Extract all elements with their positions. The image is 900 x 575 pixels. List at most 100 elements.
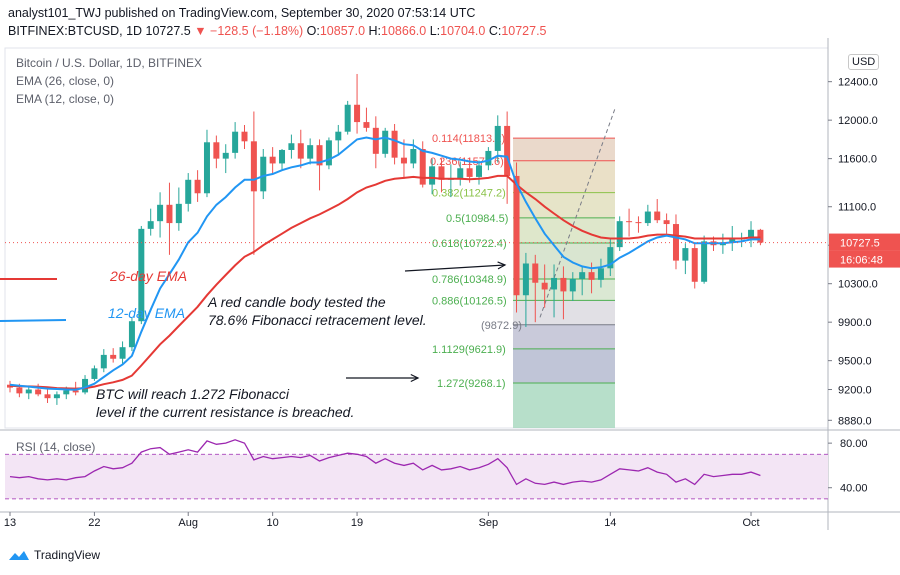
candle-body [504, 125, 511, 176]
fib-level-label: 0.618(10722.4) [432, 238, 507, 250]
fib-level-label: 0.382(11247.2) [432, 188, 506, 200]
price-tick-label: 9500.0 [838, 356, 872, 368]
time-tick-label: 22 [88, 517, 100, 529]
ema12-annotation: 12-day EMA [108, 305, 185, 321]
candle-body [354, 104, 361, 123]
candle-body [682, 248, 689, 261]
price-tick-label: 8880.0 [838, 415, 872, 427]
low-label: L: [429, 24, 441, 38]
candle-body [485, 150, 492, 166]
candle-body [325, 140, 332, 166]
price-tick-label: 12400.0 [838, 77, 878, 89]
open-label: O: [306, 24, 320, 38]
candle-body [25, 389, 32, 394]
rsi-tick-label: 80.00 [840, 438, 868, 450]
ema26-legend: EMA (26, close, 0) [16, 74, 115, 88]
high-value: 10866.0 [381, 24, 427, 38]
annotations: 26-day EMA 12-day EMA A red candle body te… [96, 261, 507, 420]
candle-body [82, 378, 89, 393]
candle-body [53, 394, 60, 399]
candle-body [250, 141, 257, 192]
candle-body [307, 145, 314, 159]
ema26-annotation: 26-day EMA [109, 268, 187, 284]
chart-title: Bitcoin / U.S. Dollar, 1D, BITFINEX [16, 56, 203, 70]
candle-body [119, 347, 126, 359]
price-tick-label: 11600.0 [838, 154, 877, 166]
candle-body [316, 145, 323, 166]
note1-arrow-head [497, 261, 507, 270]
candle-body [147, 221, 154, 229]
axes: 8880.09200.09500.09900.010300.010700.011… [4, 77, 900, 529]
candle-body [232, 131, 239, 153]
time-tick-label: Oct [742, 517, 759, 529]
fib-zone-band [513, 138, 615, 161]
candle-body [672, 224, 679, 261]
open-value: 10857.0 [319, 24, 366, 38]
candle-body [279, 149, 286, 164]
fib-level-label: 0.886(10126.5) [432, 295, 507, 307]
candle-body [429, 166, 436, 185]
fib-zone-band [513, 348, 615, 383]
candles [7, 73, 764, 405]
tradingview-logo-text: TradingView [34, 548, 101, 562]
fib-zone-band [513, 217, 615, 244]
low-value: 10704.0 [440, 24, 486, 38]
candle-body [157, 204, 164, 222]
candle-body [110, 354, 117, 359]
candle-body [626, 221, 633, 223]
close-value: 10727.5 [501, 24, 547, 38]
ema12-legend-segment [0, 319, 67, 322]
ema26-line [9, 174, 761, 390]
candle-body [400, 157, 407, 164]
fib-level-label: (9872.9) [481, 320, 522, 332]
close-label: C: [488, 24, 502, 38]
note2-line1: BTC will reach 1.272 Fibonacci [96, 386, 290, 402]
fib-level-label: 1.1129(9621.9) [432, 344, 506, 356]
fib-zone-band [513, 300, 615, 325]
candle-body [644, 211, 651, 224]
candle-body [372, 127, 379, 154]
candle-body [560, 277, 567, 292]
symbol-label: BITFINEX:BTCUSD, 1D [8, 24, 143, 38]
fib-level-label: 0.5(10984.5) [446, 213, 508, 225]
candle-body [494, 125, 501, 151]
candle-body [691, 248, 698, 282]
candle-body [100, 354, 107, 369]
candle-body [194, 179, 201, 194]
candle-body [522, 263, 529, 296]
candle-body [382, 130, 389, 154]
fibonacci-zone: 0.114(11813.2)0.236(11577.6)0.382(11247.… [430, 108, 616, 428]
ohlc-header: BITFINEX:BTCUSD, 1D 10727.5 ▼ −128.5 (−1… [8, 24, 547, 38]
candle-body [166, 204, 173, 224]
candle-body [260, 156, 267, 192]
candle-body [363, 122, 370, 128]
candle-body [269, 156, 276, 164]
candle-body [757, 229, 764, 243]
ema-lines [0, 136, 828, 391]
candle-body [344, 104, 351, 132]
candle-body [701, 241, 708, 282]
candle-body [457, 168, 464, 179]
candle-body [541, 282, 548, 290]
fib-zone-band [513, 192, 615, 218]
candle-body [241, 131, 248, 142]
rsi-band [5, 454, 828, 499]
candle-body [297, 143, 304, 159]
candle-body [175, 203, 182, 224]
candle-body [616, 221, 623, 248]
fib-zone-band [513, 382, 615, 428]
rsi-legend: RSI (14, close) [16, 440, 96, 454]
time-tick-label: 14 [604, 517, 616, 529]
last-price: 10727.5 [145, 24, 191, 38]
candle-body [44, 394, 51, 399]
currency-button[interactable]: USD [848, 54, 880, 70]
candle-body [185, 179, 192, 204]
time-tick-label: 10 [267, 517, 279, 529]
time-tick-label: Sep [479, 517, 499, 529]
candle-body [476, 165, 482, 177]
time-tick-label: Aug [178, 517, 198, 529]
rsi-tick-label: 40.00 [840, 483, 868, 495]
candle-body [419, 149, 426, 185]
tradingview-logo[interactable]: TradingView [8, 548, 100, 562]
